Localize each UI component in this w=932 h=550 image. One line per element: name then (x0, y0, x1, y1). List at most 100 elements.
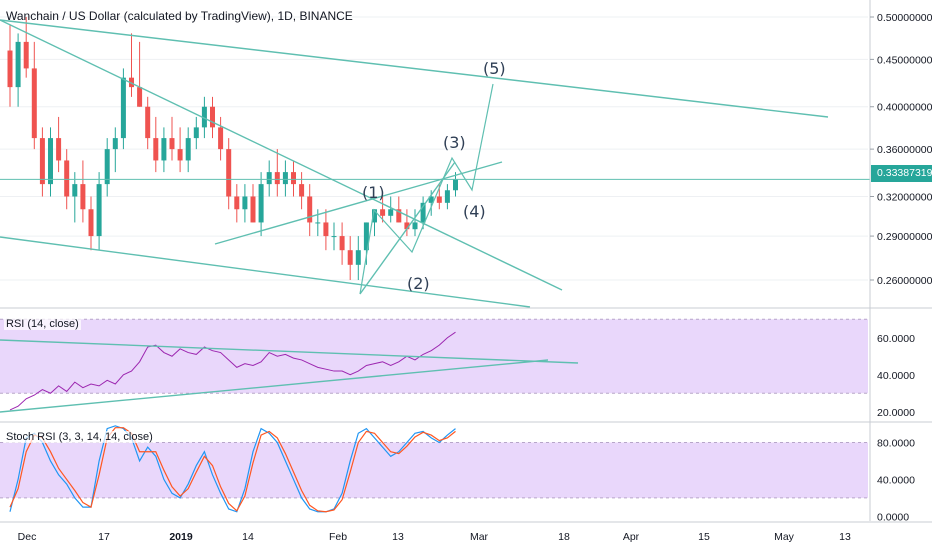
stoch-tick-label: 40.0000 (877, 474, 915, 486)
stoch-pane-label: Stoch RSI (3, 3, 14, 14, close) (4, 431, 155, 443)
price-tick-label: 0.32000000 (877, 191, 932, 203)
candle (153, 138, 159, 161)
rsi-tick-label: 60.0000 (877, 333, 915, 345)
candle (315, 222, 321, 224)
candle (218, 127, 224, 150)
candle (282, 172, 288, 185)
trendline (214, 161, 503, 245)
candle (80, 184, 86, 210)
candle (372, 209, 377, 223)
price-pane: (1) (2) (3) (4) (5) (0, 16, 870, 308)
candle (169, 138, 175, 150)
candle (177, 149, 183, 161)
rsi-line (9, 331, 456, 411)
wave-label: (5) (483, 59, 506, 78)
rsi-trendline (0, 359, 549, 413)
x-tick-label: Mar (470, 531, 489, 543)
candle (347, 250, 353, 265)
candle (242, 196, 248, 210)
elliott-wave-path (359, 83, 494, 295)
candle (145, 106, 151, 139)
candle (339, 236, 345, 251)
candle (453, 179, 458, 191)
candle (250, 196, 256, 223)
rsi-trendline (0, 339, 579, 364)
candle (15, 41, 21, 88)
stoch-band (0, 442, 868, 498)
candle (396, 209, 402, 223)
rsi-tick-label: 40.0000 (877, 370, 915, 382)
candle (412, 222, 418, 230)
candle (299, 184, 305, 197)
candle (291, 172, 296, 185)
candle (210, 106, 215, 128)
candle (234, 196, 240, 210)
candle (355, 250, 361, 265)
candle (323, 222, 329, 237)
candle (96, 184, 102, 237)
price-tick-label: 0.50000000 (877, 12, 932, 24)
x-tick-label: May (774, 531, 795, 543)
x-tick-label: 15 (698, 531, 710, 543)
wave-label: (1) (362, 183, 385, 202)
x-tick-label: 2019 (169, 531, 193, 543)
candle (64, 160, 70, 197)
wave-label: (4) (463, 202, 486, 221)
price-tick-label: 0.26000000 (877, 275, 932, 287)
wave-label: (3) (443, 133, 466, 152)
price-tick-label: 0.29000000 (877, 231, 932, 243)
candle (363, 222, 369, 251)
rsi-pane-label: RSI (14, close) (4, 318, 81, 330)
trendline (0, 19, 829, 118)
candle (120, 77, 126, 139)
candle (274, 172, 280, 185)
candle (404, 222, 410, 230)
candle (129, 77, 134, 88)
candle (161, 138, 167, 161)
price-tick-label: 0.36000000 (877, 144, 932, 156)
stoch-tick-label: 0.0000 (877, 511, 909, 523)
candle (72, 184, 78, 197)
candle (307, 196, 313, 223)
candle (388, 209, 394, 216)
stoch-line (9, 425, 456, 513)
candle (436, 196, 442, 203)
candle (137, 87, 143, 107)
candle (88, 209, 94, 237)
candle (104, 149, 110, 185)
price-tick-label: 0.40000000 (877, 102, 932, 114)
stoch-pane (0, 425, 868, 513)
trendline (0, 236, 531, 308)
x-tick-label: Feb (329, 531, 347, 543)
x-tick-label: Apr (623, 531, 640, 543)
candle (428, 196, 434, 203)
x-tick-label: 13 (392, 531, 404, 543)
x-tick-label: 13 (839, 531, 851, 543)
stoch-tick-label: 80.0000 (877, 437, 915, 449)
elliott-wave-annotations: (1) (2) (3) (4) (5) (362, 59, 506, 293)
price-tick-label: 0.45000000 (877, 54, 932, 66)
candle (380, 209, 386, 216)
candle (185, 138, 191, 161)
price-trendlines (0, 19, 829, 308)
candle (226, 149, 232, 197)
candle (7, 50, 13, 88)
candle (31, 68, 37, 139)
candle (444, 190, 450, 203)
price-candles (0, 17, 870, 280)
last-price-badge: 0.33387319 (871, 165, 932, 182)
candle (193, 127, 199, 139)
rsi-pane (0, 318, 868, 413)
candle (112, 138, 118, 150)
x-tick-label: 17 (98, 531, 110, 543)
stoch-line (9, 427, 456, 513)
candle (48, 138, 53, 185)
candle (331, 236, 337, 238)
trendline (0, 19, 563, 291)
x-tick-label: Dec (18, 531, 37, 543)
candle (420, 202, 426, 223)
chart-title: Wanchain / US Dollar (calculated by Trad… (6, 9, 353, 23)
candle (39, 138, 45, 185)
